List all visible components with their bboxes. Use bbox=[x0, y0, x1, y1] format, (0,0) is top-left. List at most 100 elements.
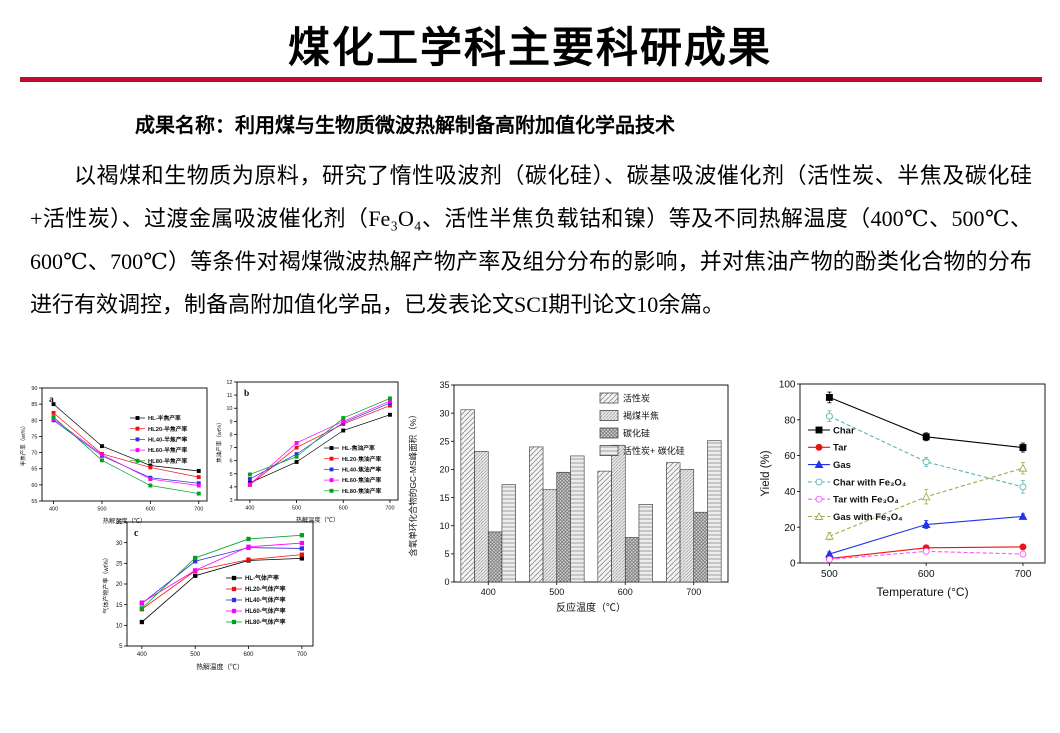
svg-text:600: 600 bbox=[146, 507, 155, 513]
svg-text:b: b bbox=[244, 389, 249, 399]
svg-text:20: 20 bbox=[439, 465, 449, 475]
svg-text:700: 700 bbox=[385, 506, 394, 512]
description-paragraph: 以褐煤和生物质为原料，研究了惰性吸波剂（碳化硅）、碳基吸波催化剂（活性炭、半焦及… bbox=[30, 163, 1032, 317]
svg-text:含氧单环化合物的GC-MS峰面积（%）: 含氧单环化合物的GC-MS峰面积（%） bbox=[408, 410, 418, 556]
svg-text:Gas with Fe₃O₄: Gas with Fe₃O₄ bbox=[833, 512, 903, 523]
svg-text:65: 65 bbox=[31, 467, 37, 473]
svg-text:HL60-半焦产率: HL60-半焦产率 bbox=[148, 446, 187, 454]
svg-text:褐煤半焦: 褐煤半焦 bbox=[623, 410, 659, 421]
svg-text:HL60-气体产率: HL60-气体产率 bbox=[245, 607, 286, 615]
svg-text:碳化硅: 碳化硅 bbox=[623, 428, 650, 439]
svg-text:400: 400 bbox=[481, 587, 496, 597]
svg-text:9: 9 bbox=[229, 419, 232, 425]
svg-text:HL80-半焦产率: HL80-半焦产率 bbox=[148, 457, 187, 465]
svg-text:70: 70 bbox=[31, 451, 37, 457]
svg-text:25: 25 bbox=[116, 561, 123, 567]
svg-text:0: 0 bbox=[790, 559, 796, 570]
svg-text:15: 15 bbox=[116, 603, 123, 609]
svg-text:HL80-气体产率: HL80-气体产率 bbox=[245, 618, 286, 626]
svg-text:400: 400 bbox=[245, 506, 254, 512]
semi-coke-yield-line-chart: 55 60 65 70 75 80 85 90 半焦产率（wt%） 热解温度（℃） 400 500 60… bbox=[19, 386, 208, 525]
svg-text:HL20-半焦产率: HL20-半焦产率 bbox=[148, 425, 187, 433]
svg-text:Char with Fe₃O₄: Char with Fe₃O₄ bbox=[833, 477, 907, 488]
svg-text:0: 0 bbox=[444, 577, 449, 587]
svg-text:HL40-气体产率: HL40-气体产率 bbox=[245, 596, 286, 604]
svg-text:5: 5 bbox=[444, 549, 449, 559]
svg-text:20: 20 bbox=[784, 523, 796, 534]
svg-text:60: 60 bbox=[31, 483, 37, 489]
svg-text:500: 500 bbox=[821, 569, 838, 580]
svg-text:600: 600 bbox=[918, 569, 935, 580]
svg-text:半焦产率（wt%）: 半焦产率（wt%） bbox=[19, 423, 27, 466]
gcms-peak-area-bar-chart: 0 5 10 15 20 25 30 35 含氧单环化合物的GC-MS峰面积（%） 反应温度（℃）… bbox=[408, 380, 729, 614]
svg-text:HL20-焦油产率: HL20-焦油产率 bbox=[342, 455, 381, 463]
svg-text:焦油产率（wt%）: 焦油产率（wt%） bbox=[215, 419, 223, 462]
page-title: 煤化工学科主要科研成果 bbox=[287, 24, 772, 71]
svg-text:700: 700 bbox=[297, 652, 308, 658]
svg-text:Yield (%): Yield (%) bbox=[760, 450, 772, 496]
svg-text:15: 15 bbox=[439, 493, 449, 503]
svg-text:600: 600 bbox=[244, 652, 255, 658]
svg-text:a: a bbox=[49, 395, 54, 405]
svg-text:500: 500 bbox=[549, 587, 564, 597]
svg-text:80: 80 bbox=[31, 418, 37, 424]
svg-text:热解温度（℃）: 热解温度（℃） bbox=[103, 517, 146, 525]
svg-text:HL60-焦油产率: HL60-焦油产率 bbox=[342, 476, 381, 484]
svg-text:3: 3 bbox=[229, 498, 232, 504]
svg-text:8: 8 bbox=[229, 432, 232, 438]
svg-text:35: 35 bbox=[116, 520, 123, 526]
svg-text:25: 25 bbox=[439, 437, 449, 447]
svg-text:Char: Char bbox=[833, 425, 855, 436]
svg-text:40: 40 bbox=[784, 487, 796, 498]
svg-text:20: 20 bbox=[116, 582, 123, 588]
svg-text:10: 10 bbox=[439, 521, 449, 531]
svg-text:100: 100 bbox=[779, 380, 796, 391]
svg-text:600: 600 bbox=[339, 506, 348, 512]
svg-text:热解温度（℃）: 热解温度（℃） bbox=[196, 662, 244, 671]
svg-text:30: 30 bbox=[439, 408, 449, 418]
svg-text:500: 500 bbox=[97, 507, 106, 513]
svg-text:HL20-气体产率: HL20-气体产率 bbox=[245, 585, 286, 593]
svg-text:Tar with Fe₃O₄: Tar with Fe₃O₄ bbox=[833, 495, 899, 506]
title-divider bbox=[20, 77, 1042, 82]
svg-text:4: 4 bbox=[229, 485, 232, 491]
achievement-name-heading: 成果名称：利用煤与生物质微波热解制备高附加值化学品技术 bbox=[135, 115, 675, 137]
svg-text:700: 700 bbox=[1015, 569, 1032, 580]
svg-text:HL-气体产率: HL-气体产率 bbox=[245, 574, 279, 582]
svg-text:500: 500 bbox=[190, 652, 201, 658]
svg-text:热解温度（℃）: 热解温度（℃） bbox=[296, 516, 339, 524]
gas-yield-line-chart: 5 10 15 20 25 30 35 气体产物产率（wt%） 热解温度（℃） 400 500 600… bbox=[102, 520, 314, 671]
svg-text:85: 85 bbox=[31, 402, 37, 408]
svg-text:活性炭: 活性炭 bbox=[623, 393, 650, 404]
tar-yield-line-chart: 3 4 5 6 7 8 9 10 11 12 焦油产率（wt%） 热解温度（℃） 400 500 600 70… bbox=[215, 380, 399, 524]
yield-vs-temperature-line-chart: 0 20 40 60 80 100 Yield (%) Temperature (°C) 500… bbox=[760, 380, 1046, 599]
svg-text:600: 600 bbox=[618, 587, 633, 597]
svg-text:90: 90 bbox=[31, 386, 37, 392]
svg-text:80: 80 bbox=[784, 415, 796, 426]
svg-text:10: 10 bbox=[226, 406, 232, 412]
svg-text:12: 12 bbox=[226, 380, 232, 386]
svg-text:60: 60 bbox=[784, 451, 796, 462]
svg-text:500: 500 bbox=[292, 506, 301, 512]
svg-text:HL40-半焦产率: HL40-半焦产率 bbox=[148, 435, 187, 443]
svg-text:HL-半焦产率: HL-半焦产率 bbox=[148, 414, 181, 422]
svg-text:700: 700 bbox=[194, 507, 203, 513]
svg-text:5: 5 bbox=[119, 644, 123, 650]
svg-text:6: 6 bbox=[229, 459, 232, 465]
svg-text:反应温度（℃）: 反应温度（℃） bbox=[556, 601, 626, 614]
svg-text:5: 5 bbox=[229, 472, 232, 478]
svg-text:HL80-焦油产率: HL80-焦油产率 bbox=[342, 487, 381, 495]
svg-text:Tar: Tar bbox=[833, 443, 847, 454]
svg-text:400: 400 bbox=[49, 507, 58, 513]
svg-text:气体产物产率（wt%）: 气体产物产率（wt%） bbox=[102, 554, 110, 613]
svg-text:11: 11 bbox=[227, 393, 233, 399]
svg-text:400: 400 bbox=[137, 652, 148, 658]
svg-text:Temperature (°C): Temperature (°C) bbox=[876, 585, 968, 599]
svg-text:c: c bbox=[134, 528, 139, 539]
svg-text:30: 30 bbox=[116, 541, 123, 547]
svg-text:HL40-焦油产率: HL40-焦油产率 bbox=[342, 465, 381, 473]
svg-text:HL-焦油产率: HL-焦油产率 bbox=[342, 444, 375, 452]
svg-text:7: 7 bbox=[229, 446, 232, 452]
svg-text:Gas: Gas bbox=[833, 460, 851, 471]
